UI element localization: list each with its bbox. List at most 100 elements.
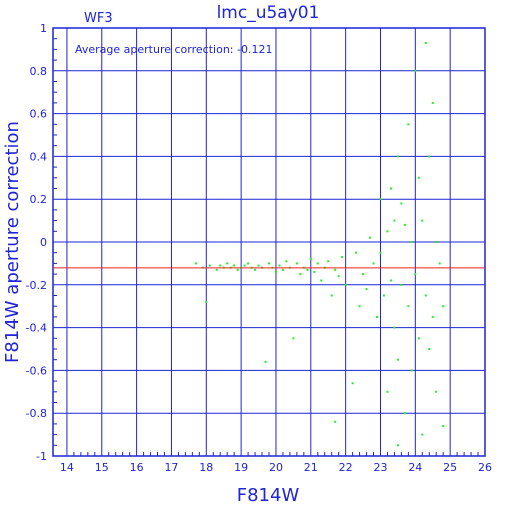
data-point bbox=[369, 236, 372, 239]
y-tick-label: 0 bbox=[40, 236, 47, 249]
y-tick-label: -0.6 bbox=[26, 364, 47, 377]
data-point bbox=[389, 187, 392, 190]
data-point bbox=[355, 251, 358, 254]
data-point bbox=[313, 270, 316, 273]
data-point bbox=[442, 305, 445, 308]
data-point bbox=[417, 337, 420, 340]
data-point bbox=[233, 264, 236, 267]
data-point bbox=[337, 275, 340, 278]
data-point bbox=[208, 264, 211, 267]
data-point bbox=[205, 300, 208, 303]
x-tick-label: 18 bbox=[199, 461, 213, 474]
data-point bbox=[428, 155, 431, 158]
data-point bbox=[243, 264, 246, 267]
data-point bbox=[431, 101, 434, 104]
x-tick-label: 21 bbox=[304, 461, 318, 474]
data-point bbox=[274, 270, 277, 273]
data-point bbox=[389, 279, 392, 282]
data-point bbox=[257, 264, 260, 267]
data-point bbox=[414, 273, 417, 276]
data-point bbox=[407, 305, 410, 308]
y-tick-label: 1 bbox=[40, 22, 47, 35]
data-point bbox=[376, 315, 378, 318]
data-point bbox=[292, 337, 295, 340]
data-point bbox=[435, 390, 438, 393]
data-point bbox=[386, 230, 389, 233]
data-point bbox=[316, 262, 319, 265]
data-point bbox=[396, 155, 399, 158]
data-point bbox=[421, 219, 424, 222]
x-tick-label: 20 bbox=[269, 461, 283, 474]
data-point bbox=[236, 268, 239, 271]
data-point bbox=[264, 360, 267, 363]
data-point bbox=[365, 288, 368, 291]
x-tick-label: 24 bbox=[408, 461, 422, 474]
data-point bbox=[400, 202, 403, 205]
data-point bbox=[334, 420, 337, 423]
scatter-points bbox=[194, 41, 445, 447]
data-point bbox=[309, 258, 312, 261]
y-tick-label: -1 bbox=[36, 450, 47, 463]
average-annotation: Average aperture correction: -0.121 bbox=[75, 43, 272, 56]
data-point bbox=[414, 69, 417, 72]
y-axis-label: F814W aperture correction bbox=[2, 121, 23, 363]
data-point bbox=[362, 273, 365, 276]
data-point bbox=[403, 223, 406, 226]
data-point bbox=[247, 262, 250, 265]
chart-title: lmc_u5ay01 bbox=[217, 3, 320, 23]
data-point bbox=[327, 260, 330, 263]
data-point bbox=[254, 268, 257, 271]
data-point bbox=[396, 444, 399, 447]
data-point bbox=[438, 262, 441, 265]
data-point bbox=[194, 262, 197, 265]
data-point bbox=[306, 268, 309, 271]
data-point bbox=[421, 433, 424, 436]
data-point bbox=[351, 382, 354, 385]
x-tick-label: 23 bbox=[373, 461, 387, 474]
data-point bbox=[400, 283, 403, 286]
x-tick-label: 16 bbox=[130, 461, 144, 474]
data-point bbox=[407, 123, 410, 126]
y-tick-label: 0.4 bbox=[30, 150, 48, 163]
y-tick-label: -0.4 bbox=[26, 322, 47, 335]
data-point bbox=[358, 305, 361, 308]
data-point bbox=[424, 41, 427, 44]
data-point bbox=[393, 219, 396, 222]
x-tick-label: 22 bbox=[339, 461, 353, 474]
data-point bbox=[386, 390, 389, 393]
data-point bbox=[295, 262, 298, 265]
data-point bbox=[320, 279, 323, 282]
y-tick-label: 0.6 bbox=[30, 108, 48, 121]
data-point bbox=[442, 425, 445, 428]
data-point bbox=[435, 241, 438, 243]
data-point bbox=[285, 260, 288, 263]
grid bbox=[53, 28, 485, 456]
x-tick-label: 14 bbox=[60, 461, 74, 474]
x-tick-label: 19 bbox=[234, 461, 248, 474]
data-point bbox=[215, 268, 218, 271]
y-tick-label: -0.2 bbox=[26, 279, 47, 292]
data-point bbox=[219, 264, 222, 267]
data-point bbox=[396, 358, 399, 361]
x-tick-label: 25 bbox=[443, 461, 457, 474]
x-tick-label: 17 bbox=[164, 461, 178, 474]
data-point bbox=[424, 294, 427, 297]
data-point bbox=[417, 176, 420, 179]
data-point bbox=[334, 268, 337, 271]
data-point bbox=[341, 255, 344, 258]
x-tick-label: 26 bbox=[478, 461, 492, 474]
data-point bbox=[410, 369, 413, 372]
y-tick-label: -0.8 bbox=[26, 407, 47, 420]
x-tick-label: 15 bbox=[95, 461, 109, 474]
data-point bbox=[299, 273, 302, 276]
chart-subtitle: WF3 bbox=[84, 11, 113, 26]
data-point bbox=[372, 262, 375, 265]
data-point bbox=[226, 262, 229, 265]
data-point bbox=[431, 315, 434, 318]
data-point bbox=[403, 412, 406, 415]
data-point bbox=[379, 198, 382, 201]
data-point bbox=[393, 326, 396, 329]
data-point bbox=[330, 294, 333, 297]
data-point bbox=[379, 251, 382, 254]
